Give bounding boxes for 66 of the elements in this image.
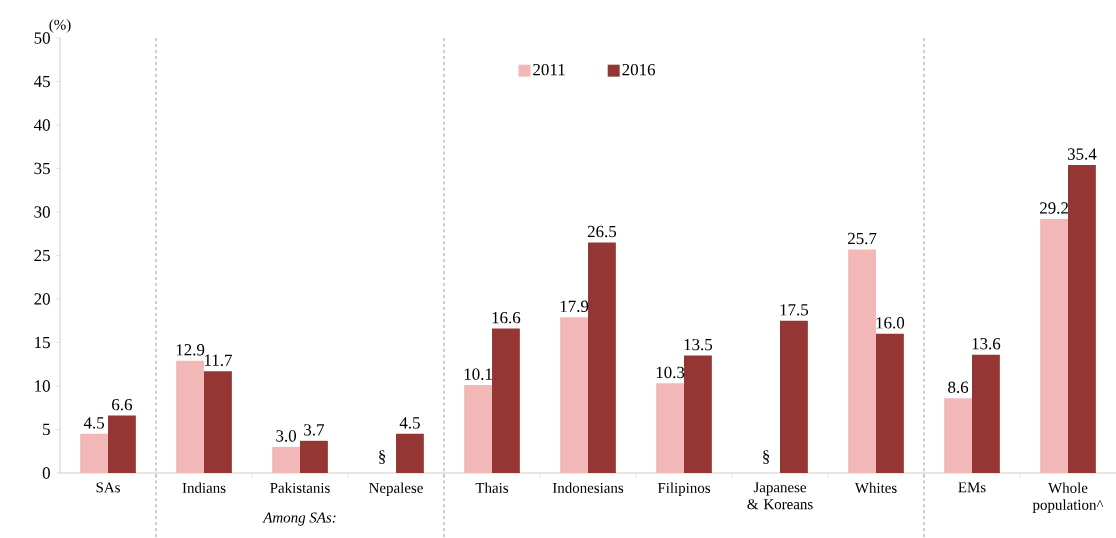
bar (300, 440, 328, 473)
data-label: 4.5 (399, 417, 420, 429)
data-label: 3.7 (304, 424, 325, 436)
data-label: 29.2 (1040, 202, 1068, 214)
data-label: 12.9 (176, 344, 205, 356)
x-tick-label: Japanese & Koreans (747, 482, 813, 510)
x-tick-label: Indians (182, 482, 226, 493)
y-tick-label: 0 (42, 467, 50, 479)
y-tick-label: 35 (34, 162, 50, 175)
bar (80, 433, 109, 473)
x-tick-label: Filipinos (657, 482, 711, 496)
x-tick-label: EMs (958, 482, 986, 493)
data-label: 13.5 (684, 338, 713, 351)
data-label: 10.1 (464, 368, 492, 380)
y-tick-label: 40 (33, 119, 50, 131)
bar (876, 333, 904, 473)
x-tick-label: Whole population^ (1032, 482, 1104, 513)
bar (656, 383, 685, 473)
bar (1068, 165, 1096, 473)
legend-label: 2016 (622, 63, 656, 76)
data-label: 25.7 (848, 232, 877, 245)
y-tick-label: 5 (43, 423, 50, 436)
annotation: § (379, 450, 386, 464)
y-tick-label: 45 (33, 75, 50, 88)
data-label: 6.6 (112, 398, 133, 411)
bar (848, 249, 877, 473)
x-tick-label: Indonesians (552, 482, 624, 493)
bar (1040, 218, 1069, 473)
x-tick-label: Thais (475, 482, 509, 493)
y-tick-label: 15 (35, 336, 50, 349)
bar (684, 355, 712, 473)
bar (272, 446, 301, 473)
bar (944, 398, 972, 473)
x-tick-label: Nepalese (369, 482, 423, 496)
data-label: 3.0 (276, 430, 297, 442)
bar (204, 371, 232, 473)
text: Among SAs: (262, 512, 336, 526)
y-tick-label: 20 (34, 293, 50, 305)
bar (396, 433, 424, 473)
bar (492, 328, 520, 473)
bar (464, 385, 493, 473)
data-label: 17.5 (780, 304, 809, 316)
data-label: 16.6 (492, 311, 521, 324)
y-axis-title: (%) (49, 19, 71, 33)
bar (176, 360, 205, 473)
bar (972, 354, 1000, 473)
y-tick-label: 30 (34, 206, 50, 218)
x-tick-label: SAs (96, 482, 120, 493)
data-label: 4.5 (83, 417, 105, 429)
data-label: 13.6 (972, 338, 1001, 350)
bar (108, 415, 136, 473)
x-tick-label: Whites (854, 482, 897, 493)
x-tick-label: Pakistanis (270, 482, 330, 493)
data-label: 11.7 (204, 354, 232, 367)
bar (560, 317, 589, 473)
bar (780, 320, 808, 473)
y-tick-label: 50 (34, 32, 50, 44)
data-label: 8.6 (948, 381, 969, 393)
legend-label: 2011 (533, 63, 565, 76)
data-label: 26.5 (587, 225, 617, 238)
bar (588, 242, 616, 473)
annotation: § (763, 450, 770, 464)
y-tick-label: 25 (34, 249, 50, 262)
data-label: 35.4 (1067, 148, 1097, 160)
y-tick-label: 10 (35, 380, 50, 392)
data-label: 16.0 (876, 317, 905, 329)
